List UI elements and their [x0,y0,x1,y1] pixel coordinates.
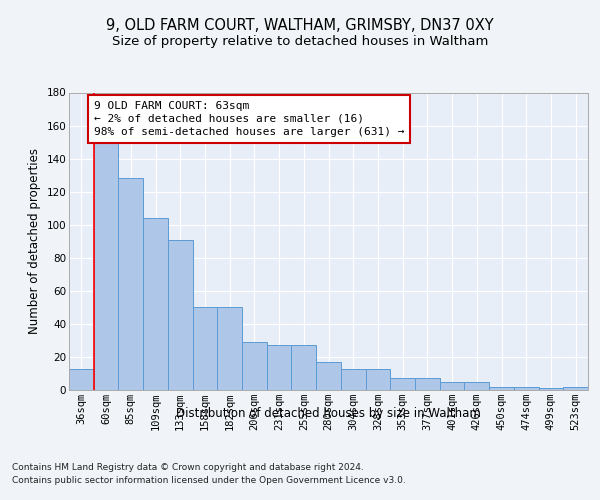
Bar [341,368,365,390]
Bar [267,346,292,390]
Bar [217,308,242,390]
Bar [539,388,563,390]
Text: 9 OLD FARM COURT: 63sqm
← 2% of detached houses are smaller (16)
98% of semi-det: 9 OLD FARM COURT: 63sqm ← 2% of detached… [94,101,404,137]
Bar [464,382,489,390]
Text: Contains HM Land Registry data © Crown copyright and database right 2024.: Contains HM Land Registry data © Crown c… [12,462,364,471]
Text: Size of property relative to detached houses in Waltham: Size of property relative to detached ho… [112,35,488,48]
Bar [193,308,217,390]
Bar [316,362,341,390]
Bar [168,240,193,390]
Bar [118,178,143,390]
Bar [365,368,390,390]
Bar [415,378,440,390]
Bar [390,378,415,390]
Bar [292,346,316,390]
Bar [563,386,588,390]
Bar [143,218,168,390]
Text: Distribution of detached houses by size in Waltham: Distribution of detached houses by size … [176,408,481,420]
Text: Contains public sector information licensed under the Open Government Licence v3: Contains public sector information licen… [12,476,406,485]
Bar [94,142,118,390]
Bar [489,386,514,390]
Bar [242,342,267,390]
Bar [440,382,464,390]
Y-axis label: Number of detached properties: Number of detached properties [28,148,41,334]
Bar [514,386,539,390]
Bar [69,368,94,390]
Text: 9, OLD FARM COURT, WALTHAM, GRIMSBY, DN37 0XY: 9, OLD FARM COURT, WALTHAM, GRIMSBY, DN3… [106,18,494,32]
